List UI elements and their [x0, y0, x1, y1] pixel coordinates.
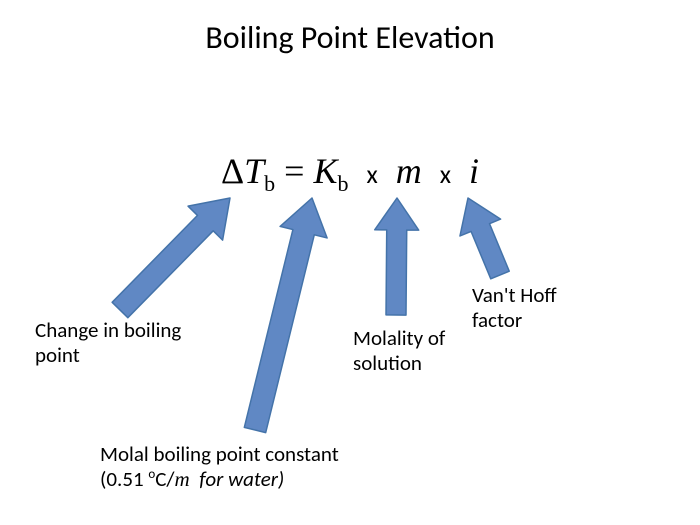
arrow-molality: [374, 198, 419, 315]
label-vanthoff: Van't Hoff factor: [472, 283, 592, 333]
arrow-vanthoff: [448, 190, 521, 284]
arrow-molal: [231, 192, 335, 436]
arrow-change: [103, 181, 248, 327]
label-molality: Molality of solution: [353, 326, 483, 376]
label-molal: Molal boiling point constant(0.51 oC/m f…: [100, 442, 500, 492]
label-change: Change in boiling point: [35, 318, 185, 368]
